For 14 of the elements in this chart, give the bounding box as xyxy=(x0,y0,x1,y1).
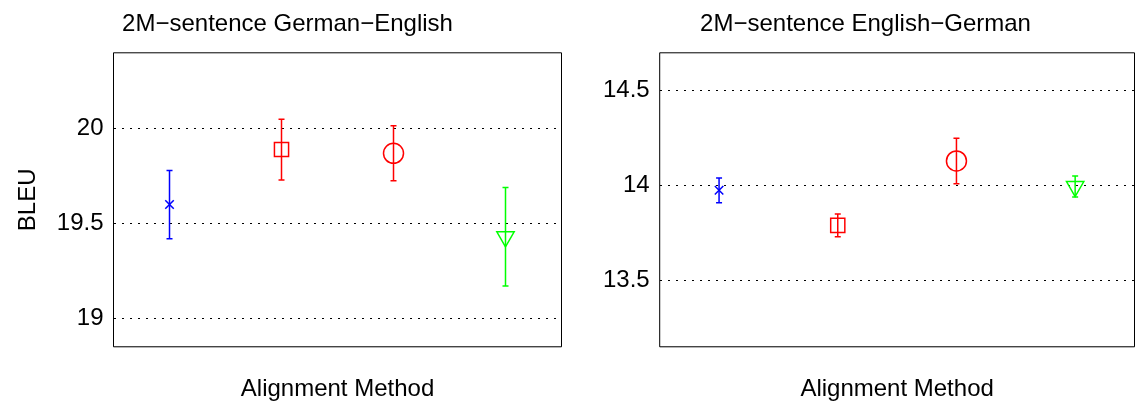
point xyxy=(714,185,725,196)
chart-title: 2M−sentence English−German xyxy=(700,9,1031,37)
y-tick-label: 14 xyxy=(623,170,650,198)
y-tick-label: 13.5 xyxy=(602,265,650,293)
y-axis-title: BLEU xyxy=(13,168,41,232)
x-axis-title: Alignment Method xyxy=(800,374,994,402)
y-tick-label: 20 xyxy=(76,113,104,141)
y-tick-label: 19.5 xyxy=(56,208,104,236)
point xyxy=(829,217,846,234)
y-tick-label: 19 xyxy=(76,302,104,330)
x-axis-title: Alignment Method xyxy=(240,374,435,402)
chart-title: 2M−sentence German−English xyxy=(122,9,453,37)
point xyxy=(945,150,968,172)
y-tick-label: 14.5 xyxy=(602,75,650,103)
